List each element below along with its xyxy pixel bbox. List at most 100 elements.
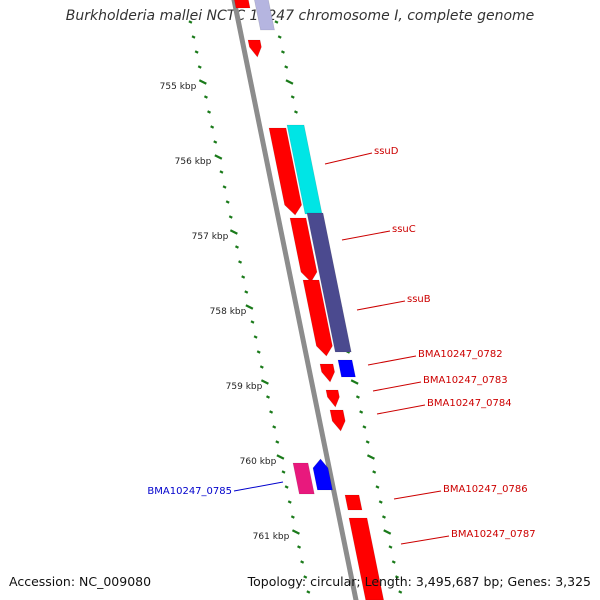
tick-mark — [290, 515, 295, 519]
tick-mark — [372, 470, 377, 474]
gene-feature — [306, 212, 352, 353]
gene-label-bma10247-0782: BMA10247_0782 — [418, 349, 503, 360]
tick-mark — [284, 485, 289, 489]
gene-label-bma10247-0786: BMA10247_0786 — [443, 484, 528, 495]
tick-mark — [274, 20, 279, 24]
inner-dotted-ring — [188, 20, 311, 594]
tick-mark — [388, 545, 393, 549]
tick-mark — [222, 185, 227, 189]
gene-feature — [312, 458, 333, 491]
label-leader-line — [341, 230, 391, 241]
label-leader-line — [356, 300, 406, 311]
gene-feature — [292, 462, 315, 495]
tick-mark — [395, 575, 399, 579]
gene-label-bma10247-0787: BMA10247_0787 — [451, 529, 536, 540]
tick-mark — [266, 395, 270, 399]
scale-label: 756 kbp — [175, 157, 212, 167]
gene-feature — [302, 279, 333, 357]
tick-mark — [260, 379, 269, 385]
gene-label-ssub: ssuB — [407, 294, 431, 305]
tick-mark — [238, 260, 243, 264]
label-leader-line — [376, 404, 426, 415]
scale-labels: 755 kbp 756 kbp 757 kbp 758 kbp 759 kbp 760 k… — [160, 82, 290, 542]
scale-label: 760 kbp — [240, 457, 277, 467]
tick-mark — [234, 245, 239, 249]
gene-label-bma10247-0785: BMA10247_0785 — [147, 486, 232, 497]
gene-feature — [344, 494, 363, 511]
tick-mark — [293, 110, 298, 114]
map-title: Burkholderia mallei NCTC 10247 chromosom… — [65, 8, 535, 24]
tick-mark — [287, 500, 292, 504]
gene-feature — [319, 363, 335, 383]
tick-mark — [272, 425, 277, 429]
gene-label-ssuc: ssuC — [392, 224, 416, 235]
tick-mark — [191, 35, 196, 39]
tick-mark — [375, 485, 380, 489]
label-leader-line — [400, 535, 450, 545]
label-leader-line — [393, 490, 442, 500]
tick-mark — [244, 290, 249, 294]
gene-feature — [268, 127, 302, 216]
tick-mark — [259, 365, 264, 369]
tick-mark — [229, 229, 238, 235]
tick-mark — [245, 304, 254, 310]
tick-mark — [256, 350, 261, 354]
tick-mark — [213, 140, 218, 144]
gene-label-bma10247-0783: BMA10247_0783 — [423, 375, 508, 386]
tick-mark — [197, 65, 202, 69]
tick-mark — [391, 560, 396, 564]
tick-mark — [188, 20, 193, 24]
gene-feature — [348, 517, 384, 600]
tick-mark — [285, 79, 294, 85]
gene-feature — [329, 409, 346, 432]
tick-mark — [366, 454, 375, 460]
chromosome-backbone — [231, 0, 359, 600]
tick-mark — [281, 470, 286, 474]
tick-mark — [291, 529, 300, 535]
gene-label-bma10247-0784: BMA10247_0784 — [427, 398, 512, 409]
tick-mark — [297, 545, 302, 549]
tick-mark — [290, 95, 295, 99]
gene-feature — [289, 217, 318, 283]
topology-summary: Topology: circular; Length: 3,495,687 bp… — [247, 574, 591, 589]
tick-mark — [362, 425, 367, 429]
gene-feature — [234, 0, 251, 9]
gene-label-ssud: ssuD — [374, 146, 399, 157]
accession-label: Accession: NC_009080 — [9, 574, 152, 589]
tick-mark — [250, 320, 255, 324]
tick-mark — [359, 410, 364, 414]
tick-mark — [365, 440, 370, 444]
tick-mark — [350, 379, 359, 385]
tick-mark — [219, 170, 224, 174]
tick-mark — [277, 35, 282, 39]
tick-mark — [228, 215, 233, 219]
tick-mark — [241, 275, 246, 279]
tick-mark — [214, 154, 223, 160]
tick-mark — [276, 454, 285, 460]
tick-mark — [355, 395, 360, 399]
tick-mark — [280, 50, 285, 54]
gene-features — [234, 0, 384, 600]
tick-mark — [269, 410, 274, 414]
label-leader-line — [372, 381, 422, 392]
scale-label: 761 kbp — [253, 532, 290, 542]
tick-mark — [303, 575, 308, 579]
scale-label: 755 kbp — [160, 82, 197, 92]
tick-mark — [225, 200, 230, 204]
tick-mark — [203, 95, 208, 99]
gene-feature — [337, 359, 356, 378]
tick-mark — [210, 125, 215, 129]
tick-mark — [383, 529, 392, 535]
tick-mark — [275, 440, 280, 444]
tick-mark — [207, 110, 212, 114]
label-leader-line — [233, 481, 284, 492]
scale-label: 759 kbp — [226, 382, 263, 392]
tick-mark — [253, 335, 258, 339]
gene-feature — [247, 39, 262, 58]
gene-feature — [254, 0, 275, 31]
tick-mark — [300, 560, 305, 564]
tick-mark — [194, 50, 199, 54]
tick-mark — [378, 500, 383, 504]
